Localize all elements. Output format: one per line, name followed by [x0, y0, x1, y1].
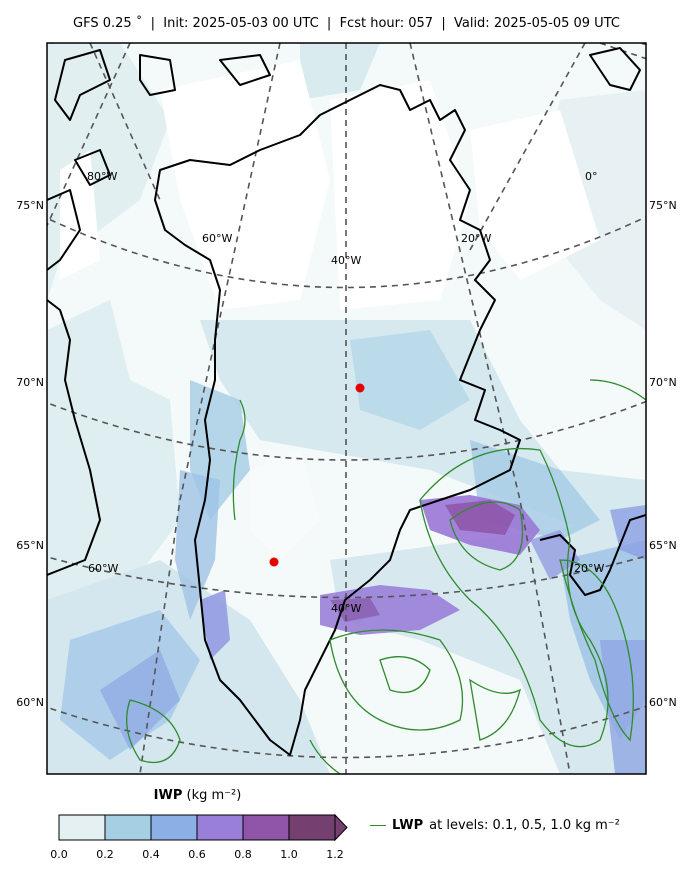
lon-label: 80°W	[87, 170, 117, 183]
lon-label: 20°W	[574, 562, 604, 575]
legend-variable: LWP	[392, 818, 424, 833]
coastline	[47, 47, 646, 756]
lon-label: 0°	[585, 170, 598, 183]
lon-label: 60°W	[202, 232, 232, 245]
colorbar-tick: 0.4	[142, 848, 160, 861]
lon-label: 40°W	[331, 602, 361, 615]
colorbar-title: IWP (kg m⁻²)	[110, 788, 285, 803]
lat-label-right: 75°N	[649, 199, 677, 212]
lon-label: 20°W	[461, 232, 491, 245]
map-frame	[46, 42, 647, 775]
lat-label-left: 70°N	[16, 376, 44, 389]
lwp-contours	[126, 379, 646, 774]
lat-label-left: 65°N	[16, 539, 44, 552]
colorbar-tick: 1.2	[326, 848, 344, 861]
colorbar-tick: 1.0	[280, 848, 298, 861]
lon-label: 60°W	[88, 562, 118, 575]
colorbar: 0.0 0.2 0.4 0.6 0.8 1.0 1.2	[50, 813, 348, 861]
colorbar-tick: 0.6	[188, 848, 206, 861]
lat-label-right: 70°N	[649, 376, 677, 389]
lat-label-left: 75°N	[16, 199, 44, 212]
lat-label-right: 60°N	[649, 696, 677, 709]
marker-south	[269, 557, 279, 567]
marker-north	[355, 383, 365, 393]
colorbar-tick: 0.8	[234, 848, 252, 861]
colorbar-tick: 0.2	[96, 848, 114, 861]
figure-title: GFS 0.25 ˚ | Init: 2025-05-03 00 UTC | F…	[73, 16, 620, 31]
colorbar-tick: 0.0	[50, 848, 68, 861]
colorbar-units: (kg m⁻²)	[186, 788, 242, 803]
lwp-legend: LWP at levels: 0.1, 0.5, 1.0 kg m⁻²	[370, 818, 620, 833]
colorbar-variable: IWP	[153, 788, 183, 803]
legend-text: at levels: 0.1, 0.5, 1.0 kg m⁻²	[429, 818, 620, 833]
legend-line-swatch	[370, 825, 386, 826]
lat-label-left: 60°N	[16, 696, 44, 709]
lat-label-right: 65°N	[649, 539, 677, 552]
lon-label: 40°W	[331, 254, 361, 267]
